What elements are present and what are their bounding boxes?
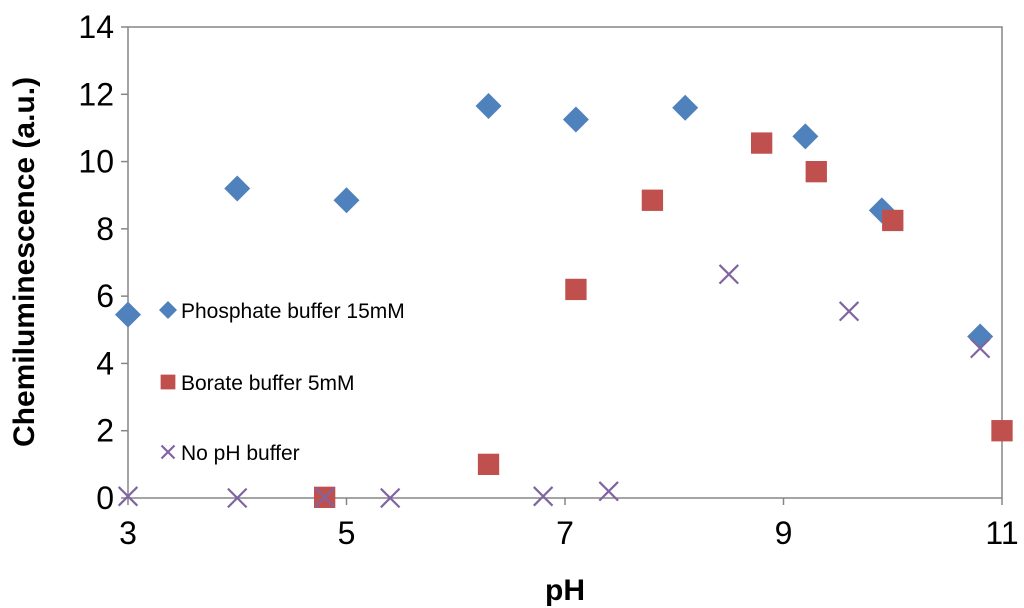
data-point-diamond bbox=[672, 94, 699, 121]
data-point-square bbox=[565, 278, 587, 301]
y-tick-label: 14 bbox=[78, 9, 114, 45]
legend-label: Borate buffer 5mM bbox=[181, 372, 355, 395]
y-tick-label: 4 bbox=[96, 345, 114, 381]
data-point-square bbox=[805, 161, 827, 183]
data-point-x bbox=[970, 338, 991, 359]
data-point-diamond bbox=[562, 106, 589, 133]
x-tick-label: 7 bbox=[556, 515, 574, 551]
y-tick-label: 6 bbox=[96, 278, 114, 314]
x-tick-label: 5 bbox=[338, 515, 356, 551]
data-point-x bbox=[117, 486, 139, 507]
data-point-x bbox=[380, 487, 401, 509]
data-point-x bbox=[533, 486, 554, 507]
plot-area bbox=[127, 26, 1003, 499]
plot-border bbox=[127, 26, 1003, 499]
data-point-diamond bbox=[333, 187, 360, 214]
x-axis-ticks: 3 5 7 9 11 bbox=[119, 498, 1019, 551]
legend-marker-square bbox=[160, 374, 176, 390]
data-point-x bbox=[718, 264, 740, 285]
legend-item: Phosphate buffer 15mM bbox=[159, 300, 405, 323]
data-point-diamond bbox=[967, 323, 994, 350]
data-point-square bbox=[882, 209, 904, 232]
x-tick-label: 9 bbox=[775, 515, 793, 551]
legend-item: Borate buffer 5mM bbox=[160, 372, 355, 395]
y-axis-ticks: 0 2 4 6 8 10 12 14 bbox=[78, 9, 128, 516]
legend-marker-diamond bbox=[159, 301, 177, 319]
data-point-diamond bbox=[224, 175, 251, 202]
y-tick-label: 2 bbox=[96, 413, 114, 449]
data-point-x bbox=[598, 481, 619, 502]
legend-label: No pH buffer bbox=[181, 442, 300, 465]
series-diamond bbox=[115, 93, 994, 350]
data-points bbox=[115, 93, 1013, 509]
y-tick-label: 12 bbox=[78, 76, 114, 112]
y-axis-title: Chemiluminescence (a.u.) bbox=[8, 77, 41, 447]
data-point-x bbox=[838, 301, 860, 322]
legend-label: Phosphate buffer 15mM bbox=[181, 300, 405, 323]
data-point-square bbox=[641, 189, 664, 211]
legend-marker-x bbox=[160, 444, 176, 460]
data-point-x bbox=[314, 487, 335, 508]
y-tick-label: 10 bbox=[78, 144, 114, 180]
legend-item: No pH buffer bbox=[160, 442, 300, 465]
x-tick-label: 11 bbox=[985, 515, 1018, 551]
y-tick-label: 8 bbox=[96, 211, 114, 247]
data-point-square bbox=[750, 132, 773, 154]
series-x bbox=[117, 264, 991, 509]
data-point-square bbox=[991, 420, 1013, 442]
y-tick-label: 0 bbox=[96, 480, 114, 516]
x-tick-label: 3 bbox=[119, 515, 137, 551]
data-point-diamond bbox=[115, 301, 141, 328]
data-point-diamond bbox=[475, 93, 502, 120]
data-point-x bbox=[227, 487, 248, 509]
series-square bbox=[313, 132, 1013, 508]
legend: Phosphate buffer 15mM Borate buffer 5mM No… bbox=[159, 300, 405, 465]
data-point-square bbox=[477, 453, 500, 476]
x-axis-title: pH bbox=[545, 574, 585, 607]
data-point-diamond bbox=[792, 123, 819, 150]
